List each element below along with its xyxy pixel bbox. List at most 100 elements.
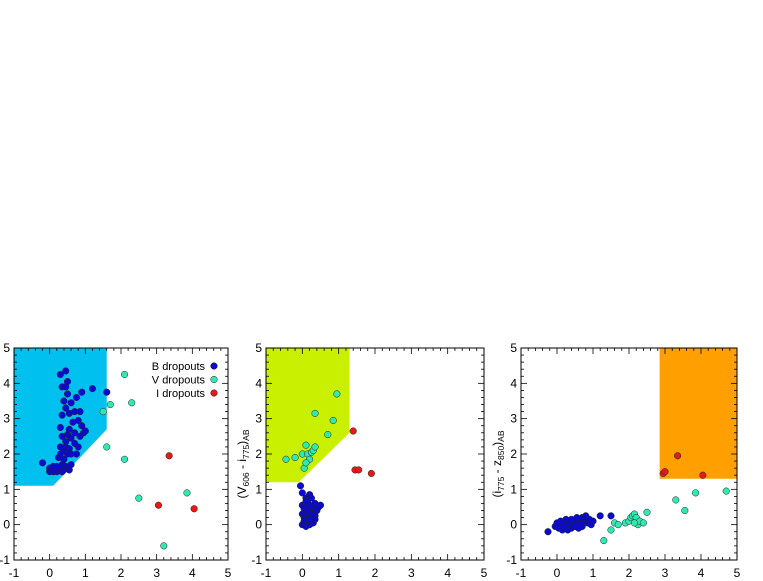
data-point-v-dropouts — [630, 519, 638, 527]
data-point-b-dropouts — [302, 498, 310, 506]
data-point-v-dropouts — [329, 416, 337, 424]
data-point-b-dropouts — [307, 494, 315, 502]
data-point-i-dropouts — [165, 452, 173, 460]
data-point-b-dropouts — [62, 367, 70, 375]
data-point-b-dropouts — [596, 512, 604, 520]
data-point-b-dropouts — [298, 489, 306, 497]
data-point-v-dropouts — [324, 431, 332, 439]
data-point-b-dropouts — [564, 526, 572, 534]
data-point-v-dropouts — [311, 409, 319, 417]
x-tick-label: 1 — [335, 566, 342, 580]
data-point-i-dropouts — [355, 466, 363, 474]
data-point-v-dropouts — [160, 542, 168, 550]
y-tick-label: 3 — [3, 412, 10, 426]
data-point-v-dropouts — [106, 400, 114, 409]
legend-marker — [210, 375, 218, 384]
data-point-b-dropouts — [67, 399, 75, 407]
data-point-v-dropouts — [302, 441, 310, 449]
y-tick-label: 4 — [510, 376, 517, 390]
data-point-v-dropouts — [135, 494, 143, 502]
y-axis-label-sub3: AB — [241, 429, 251, 441]
y-tick-label: 5 — [255, 341, 262, 355]
data-point-b-dropouts — [67, 461, 75, 469]
data-point-b-dropouts — [62, 404, 70, 412]
data-point-v-dropouts — [692, 489, 700, 497]
y-tick-label: 1 — [255, 482, 262, 496]
data-point-b-dropouts — [316, 501, 325, 509]
y-tick-label: 0 — [510, 518, 517, 532]
data-point-b-dropouts — [78, 422, 86, 430]
data-point-i-dropouts — [190, 505, 198, 513]
y-tick-label: 2 — [3, 447, 10, 461]
data-point-v-dropouts — [722, 487, 730, 495]
x-tick-label: -1 — [261, 566, 272, 580]
data-point-v-dropouts — [643, 508, 651, 516]
y-axis-label-sub1: 775 — [496, 476, 506, 490]
data-point-b-dropouts — [589, 517, 597, 525]
data-point-b-dropouts — [306, 515, 314, 523]
data-point-v-dropouts — [639, 519, 647, 527]
data-point-b-dropouts — [38, 459, 47, 467]
y-axis-label-mid: - z — [490, 460, 504, 477]
x-tick-label: 0 — [299, 566, 306, 580]
data-point-v-dropouts — [183, 489, 191, 497]
data-point-b-dropouts — [573, 514, 581, 522]
x-tick-label: 2 — [118, 566, 125, 580]
panel-2: -1 0 1 2 3 4 5 -1 0 1 2 3 4 5 (V606 - i775)AB — [235, 341, 488, 580]
selection-region — [659, 348, 737, 479]
y-axis-label: (V606 - i775)AB — [235, 429, 251, 498]
y-axis-label-sub2: 775 — [241, 445, 251, 459]
x-tick-label: 4 — [444, 566, 451, 580]
y-tick-label: -1 — [251, 553, 262, 567]
x-tick-label: 3 — [662, 566, 669, 580]
data-point-i-dropouts — [349, 427, 357, 435]
data-point-b-dropouts — [544, 528, 552, 536]
x-tick-label: -1 — [516, 566, 527, 580]
data-point-v-dropouts — [291, 453, 299, 462]
y-tick-label: 1 — [3, 482, 10, 496]
y-tick-label: 5 — [510, 341, 517, 355]
y-tick-label: 0 — [3, 518, 10, 532]
data-point-b-dropouts — [60, 397, 68, 405]
data-points — [282, 390, 375, 530]
x-tick-label: 5 — [225, 566, 232, 580]
data-point-b-dropouts — [607, 512, 615, 520]
data-point-b-dropouts — [74, 443, 82, 451]
data-point-v-dropouts — [600, 537, 608, 545]
x-tick-label: 0 — [554, 566, 561, 580]
data-point-b-dropouts — [296, 482, 305, 490]
x-tick-label: -1 — [9, 566, 20, 580]
data-point-b-dropouts — [58, 411, 66, 419]
panel-3: -1 0 1 2 3 4 5 -1 0 1 2 3 4 5 (i775 - z850)AB — [490, 341, 741, 580]
data-point-b-dropouts — [562, 515, 570, 523]
y-tick-label: 5 — [3, 341, 10, 355]
data-point-i-dropouts — [154, 501, 162, 509]
data-point-b-dropouts — [103, 388, 111, 396]
data-point-b-dropouts — [65, 425, 73, 433]
data-point-v-dropouts — [99, 408, 107, 416]
x-tick-label: 1 — [82, 566, 89, 580]
y-tick-label: 1 — [510, 482, 517, 496]
data-point-b-dropouts — [582, 512, 590, 520]
data-point-b-dropouts — [78, 388, 86, 396]
data-point-v-dropouts — [121, 370, 129, 379]
data-point-v-dropouts — [311, 443, 319, 451]
data-point-v-dropouts — [302, 459, 310, 467]
data-point-b-dropouts — [63, 378, 72, 386]
legend-label: B dropouts — [152, 361, 206, 373]
data-point-b-dropouts — [63, 390, 72, 398]
y-tick-label: 3 — [510, 412, 517, 426]
data-point-b-dropouts — [575, 524, 583, 532]
x-tick-label: 0 — [46, 566, 53, 580]
data-point-i-dropouts — [367, 469, 375, 477]
legend-marker — [210, 389, 218, 397]
legend-label: V dropouts — [152, 375, 206, 387]
x-tick-label: 4 — [698, 566, 705, 580]
data-point-b-dropouts — [71, 429, 79, 437]
y-tick-label: 4 — [3, 376, 10, 390]
data-point-b-dropouts — [72, 450, 80, 458]
y-axis-label-sub1: 606 — [241, 472, 251, 486]
x-tick-label: 2 — [626, 566, 633, 580]
data-point-v-dropouts — [333, 390, 341, 398]
data-point-b-dropouts — [72, 393, 80, 402]
